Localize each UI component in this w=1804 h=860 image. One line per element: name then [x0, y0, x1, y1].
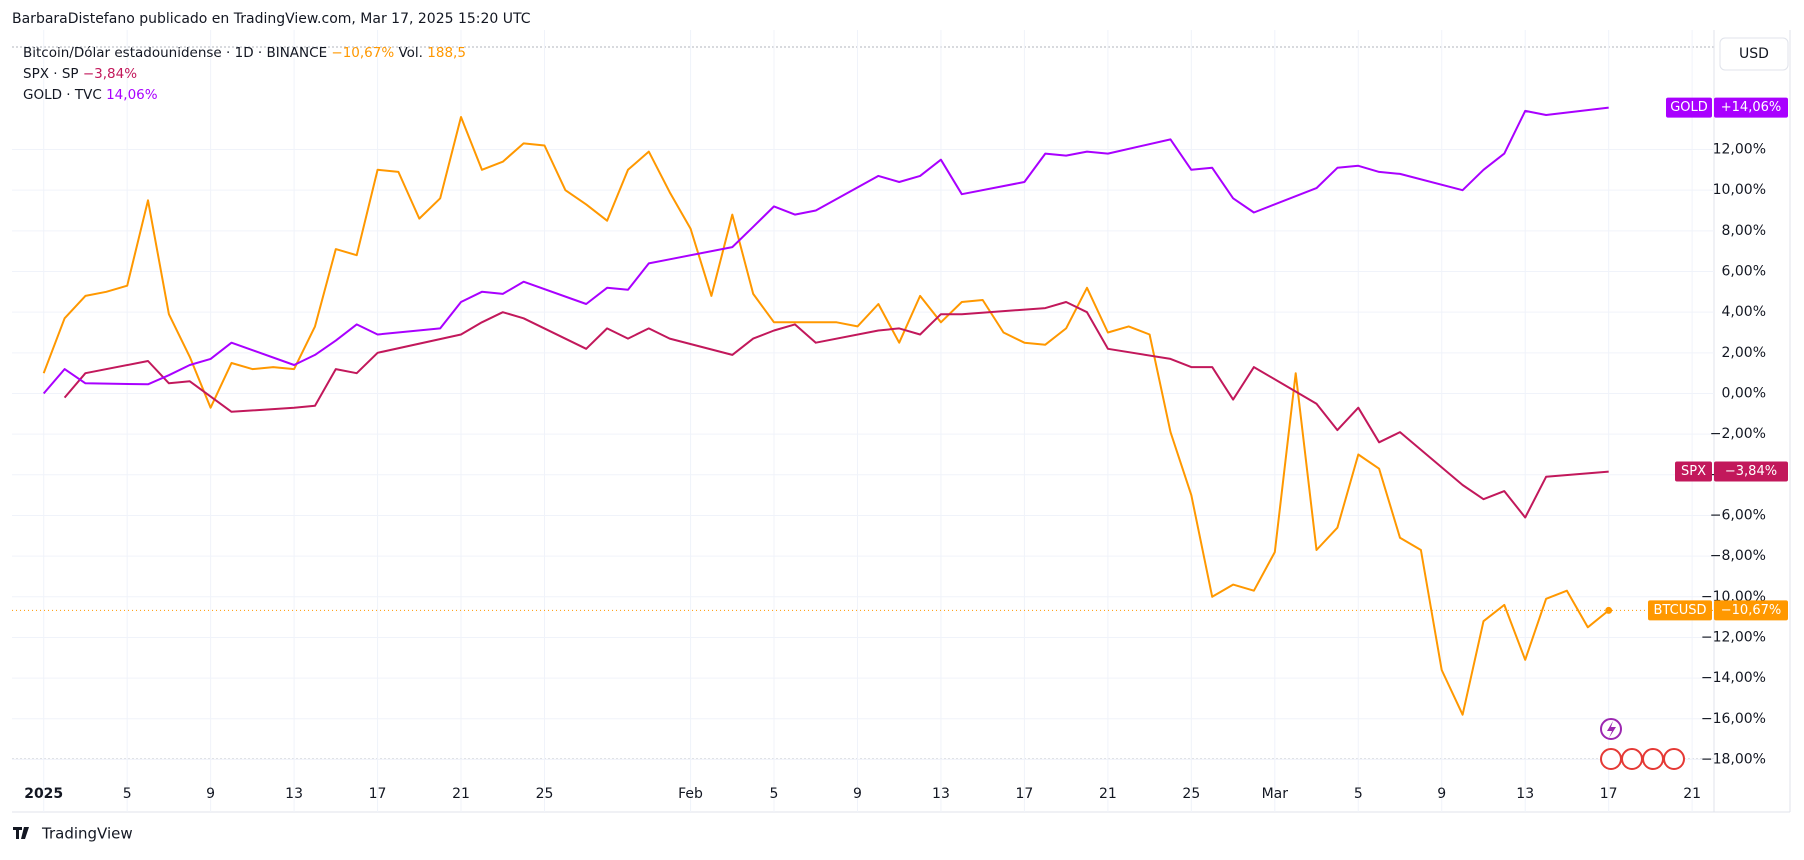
tag-value-bg: [1714, 97, 1788, 118]
tag-value: −10,67%: [1721, 603, 1781, 618]
tag-name-bg: [1666, 97, 1712, 118]
legend-volume-label: Vol.: [398, 45, 423, 61]
x-tick-label: 2025: [24, 786, 63, 802]
last-point: [1605, 606, 1613, 614]
x-tick-label: 17: [369, 786, 387, 802]
y-tick-label: 8,00%: [1722, 223, 1766, 239]
tag-name: SPX: [1681, 464, 1706, 479]
y-tick-label: −8,00%: [1710, 548, 1766, 564]
events: [1600, 718, 1685, 770]
legend-change: 14,06%: [106, 87, 158, 103]
x-tick-label: 21: [452, 786, 470, 802]
x-tick-label: 17: [1015, 786, 1033, 802]
event-icon[interactable]: [1621, 748, 1643, 770]
x-tick-label: 13: [932, 786, 950, 802]
x-tick-label: 13: [1516, 786, 1534, 802]
x-tick-label: 25: [536, 786, 554, 802]
tag-value-bg: [1714, 600, 1788, 621]
x-tick-label: 9: [1437, 786, 1446, 802]
y-tick-label: 0,00%: [1722, 385, 1766, 401]
y-tick-label: 6,00%: [1722, 264, 1766, 280]
y-tick-label: 2,00%: [1722, 345, 1766, 361]
event-icon[interactable]: [1663, 748, 1685, 770]
legend-label: SPX · SP: [23, 66, 79, 82]
tag-name-bg: [1675, 461, 1712, 482]
currency-button[interactable]: [1719, 37, 1789, 71]
tag-value: −3,84%: [1725, 464, 1777, 479]
x-tick-label: 9: [853, 786, 862, 802]
x-tick-label: 25: [1182, 786, 1200, 802]
series-line: [63, 301, 1609, 519]
event-icon[interactable]: [1600, 748, 1622, 770]
x-tick-label: 5: [1354, 786, 1363, 802]
currency[interactable]: USD: [1739, 46, 1769, 62]
byline: BarbaraDistefano publicado en TradingVie…: [12, 11, 531, 27]
y-tick-label: −14,00%: [1701, 670, 1766, 686]
tag-name-bg: [1648, 600, 1712, 621]
y-tick-label: −16,00%: [1701, 711, 1766, 727]
y-tick-label: 10,00%: [1713, 182, 1766, 198]
x-tick-label: 21: [1099, 786, 1117, 802]
y-tick-label: −12,00%: [1701, 629, 1766, 645]
y-tick-label: 4,00%: [1722, 304, 1766, 320]
x-tick-label: 13: [285, 786, 303, 802]
legend-entry: GOLD · TVC 14,06%: [23, 87, 158, 103]
tag-name: GOLD: [1670, 100, 1708, 115]
x-tick-label: Mar: [1262, 786, 1289, 802]
x-tick-label: 21: [1683, 786, 1701, 802]
logo[interactable]: TradingView: [41, 825, 133, 843]
x-tick-label: 9: [206, 786, 215, 802]
legend-change: −3,84%: [83, 66, 137, 82]
x-tick-label: 5: [770, 786, 779, 802]
legend-change: −10,67%: [331, 45, 394, 61]
tag-value-bg: [1714, 461, 1788, 482]
legend-entry: SPX · SP −3,84%: [23, 66, 137, 82]
legend-volume: 188,5: [427, 45, 466, 61]
y-tick-label: −6,00%: [1710, 507, 1766, 523]
legend-entry: Bitcoin/Dólar estadounidense · 1D · BINA…: [23, 45, 466, 61]
x-tick-label: 5: [123, 786, 132, 802]
event-bolt: [1607, 721, 1616, 738]
event-icon[interactable]: [1642, 748, 1664, 770]
tag-name: BTCUSD: [1654, 603, 1707, 618]
plot: [12, 30, 1714, 812]
y-tick-label: 12,00%: [1713, 142, 1766, 158]
legend-label: GOLD · TVC: [23, 87, 102, 103]
legend-label: Bitcoin/Dólar estadounidense · 1D · BINA…: [23, 45, 327, 61]
logo-mark: [13, 827, 29, 839]
x-tick-label: Feb: [678, 786, 703, 802]
x-tick-label: 17: [1600, 786, 1618, 802]
series-line: [42, 116, 1610, 716]
tag-value: +14,06%: [1721, 100, 1781, 115]
y-tick-label: −2,00%: [1710, 426, 1766, 442]
series-line: [42, 106, 1609, 395]
y-tick-label: −18,00%: [1701, 751, 1766, 767]
